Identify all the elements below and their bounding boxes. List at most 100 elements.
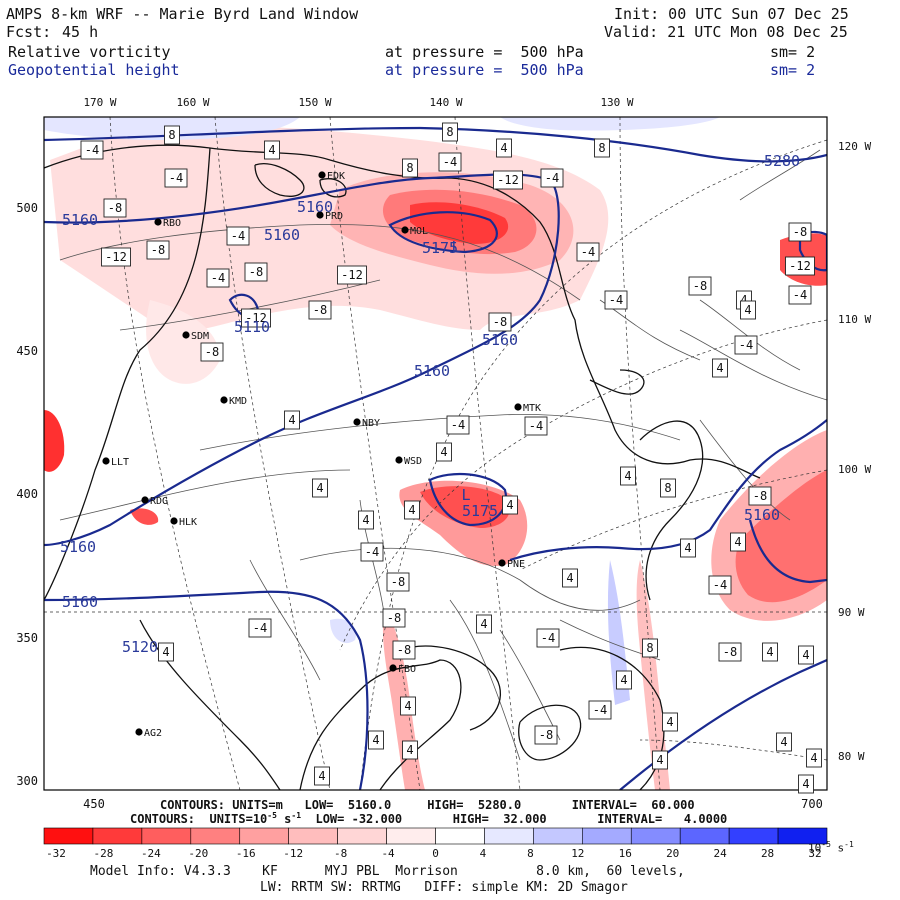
lon-label-top: 160 W [176, 96, 209, 109]
label-text: -12 [105, 250, 127, 264]
label-text: 4 [162, 645, 169, 659]
label-box [660, 478, 676, 498]
vorticity-label: 4 [762, 642, 778, 662]
vorticity-label: 4 [400, 696, 416, 716]
colorbar-unit: 10-5 s-1 [808, 840, 854, 855]
vorticity-label: 4 [620, 466, 636, 486]
label-box [616, 670, 632, 690]
label-text: 4 [362, 513, 369, 527]
colorbar-label: 28 [761, 847, 774, 860]
label-text: 4 [802, 648, 809, 662]
station-label: AG2 [144, 728, 162, 739]
colorbar-swatch [386, 827, 436, 845]
vorticity-label: -8 [200, 342, 224, 362]
vorticity-label: -8 [308, 300, 332, 320]
label-text: 8 [168, 128, 175, 142]
vorticity-labels: 8 -4 8 8 4 8 -4 -4 -8 -12 -4 4 -12 -8 -12 -4 -8 -4 -8 -12 -8… [80, 122, 822, 794]
label-box [308, 300, 332, 320]
label-box [730, 532, 746, 552]
label-box [662, 712, 678, 732]
label-text: -8 [493, 315, 507, 329]
vorticity-label: -8 [718, 642, 742, 662]
station-dot [514, 403, 522, 411]
vorticity-label: -4 [80, 140, 104, 160]
y-tick-label: 500 [16, 201, 38, 215]
label-box [382, 608, 406, 628]
vorticity-label: -12 [785, 256, 815, 276]
lon-label-top: 170 W [83, 96, 116, 109]
vorticity-label: 4 [798, 645, 814, 665]
colorbar-swatch [141, 827, 192, 845]
colorbar-label: -24 [141, 847, 161, 860]
label-text: -4 [451, 418, 465, 432]
vorticity-label: -8 [244, 262, 268, 282]
vorticity-label: 4 [740, 300, 756, 320]
vorticity-label: 4 [496, 138, 512, 158]
label-box [164, 168, 188, 188]
label-box [776, 732, 792, 752]
label-box [386, 572, 410, 592]
label-text: -8 [397, 643, 411, 657]
label-box [536, 628, 560, 648]
colorbar-label: -28 [94, 847, 114, 860]
station-label: EDK [327, 171, 345, 182]
height-label: 5160 [482, 331, 518, 349]
vort-legend-prefix: CONTOURS: UNITS=10 [130, 812, 268, 826]
vorticity-label: 8 [660, 478, 676, 498]
lon-label-top: 150 W [298, 96, 331, 109]
colorbar-label: 12 [571, 847, 584, 860]
x-axis-labels: 450 700 [83, 797, 823, 811]
lon-label-right: 100 W [838, 463, 871, 476]
label-box [244, 262, 268, 282]
label-box [80, 140, 104, 160]
height-label: 5160 [744, 506, 780, 524]
station-markers: EDK PRD RBO MOL SDM KMD NBY MTK LLT WSD RDG HLK PNE F… [102, 171, 541, 739]
x-tick-label: 450 [83, 797, 105, 811]
label-box [314, 766, 330, 786]
label-box [708, 575, 732, 595]
station-ag2: AG2 [135, 728, 162, 739]
vorticity-label: -12 [241, 308, 271, 328]
colorbar-label: 4 [480, 847, 487, 860]
station-dot [141, 496, 149, 504]
label-box [442, 122, 458, 142]
label-box [576, 242, 600, 262]
right-longitude-labels: 120 W 110 W 100 W 90 W 80 W [838, 140, 871, 763]
label-text: 4 [766, 645, 773, 659]
vorticity-label: -4 [360, 542, 384, 562]
label-text: 4 [666, 715, 673, 729]
station-label: NBY [362, 418, 380, 429]
label-text: -8 [249, 265, 263, 279]
vorticity-label: -4 [604, 290, 628, 310]
label-box [476, 614, 492, 634]
label-text: 4 [566, 571, 573, 585]
vorticity-label: 4 [284, 410, 300, 430]
label-text: -12 [497, 173, 519, 187]
colorbar-swatch [533, 827, 583, 845]
label-text: 4 [480, 617, 487, 631]
label-box [264, 140, 280, 160]
vorticity-label: 8 [402, 158, 418, 178]
label-box [712, 358, 728, 378]
label-text: 4 [406, 743, 413, 757]
label-text: 8 [406, 161, 413, 175]
label-text: -4 [739, 338, 753, 352]
colorbar-label: -20 [188, 847, 208, 860]
field1-smoothing: sm= 2 [770, 43, 816, 61]
label-text: 4 [716, 361, 723, 375]
field1-level: at pressure = 500 hPa [385, 43, 584, 61]
colorbar-unit-exp: -5 [821, 840, 831, 849]
vorticity-label: -8 [748, 486, 772, 506]
label-box [562, 568, 578, 588]
label-box [604, 290, 628, 310]
vorticity-label: -8 [386, 572, 410, 592]
x-tick-label: 700 [801, 797, 823, 811]
label-box [798, 645, 814, 665]
vorticity-label: 4 [436, 442, 452, 462]
label-text: 4 [684, 541, 691, 555]
label-text: -4 [211, 271, 225, 285]
height-label: 5175 [422, 239, 458, 257]
station-pne: PNE [498, 559, 525, 570]
height-label: 5120 [122, 638, 158, 656]
lon-label-top: 140 W [429, 96, 462, 109]
